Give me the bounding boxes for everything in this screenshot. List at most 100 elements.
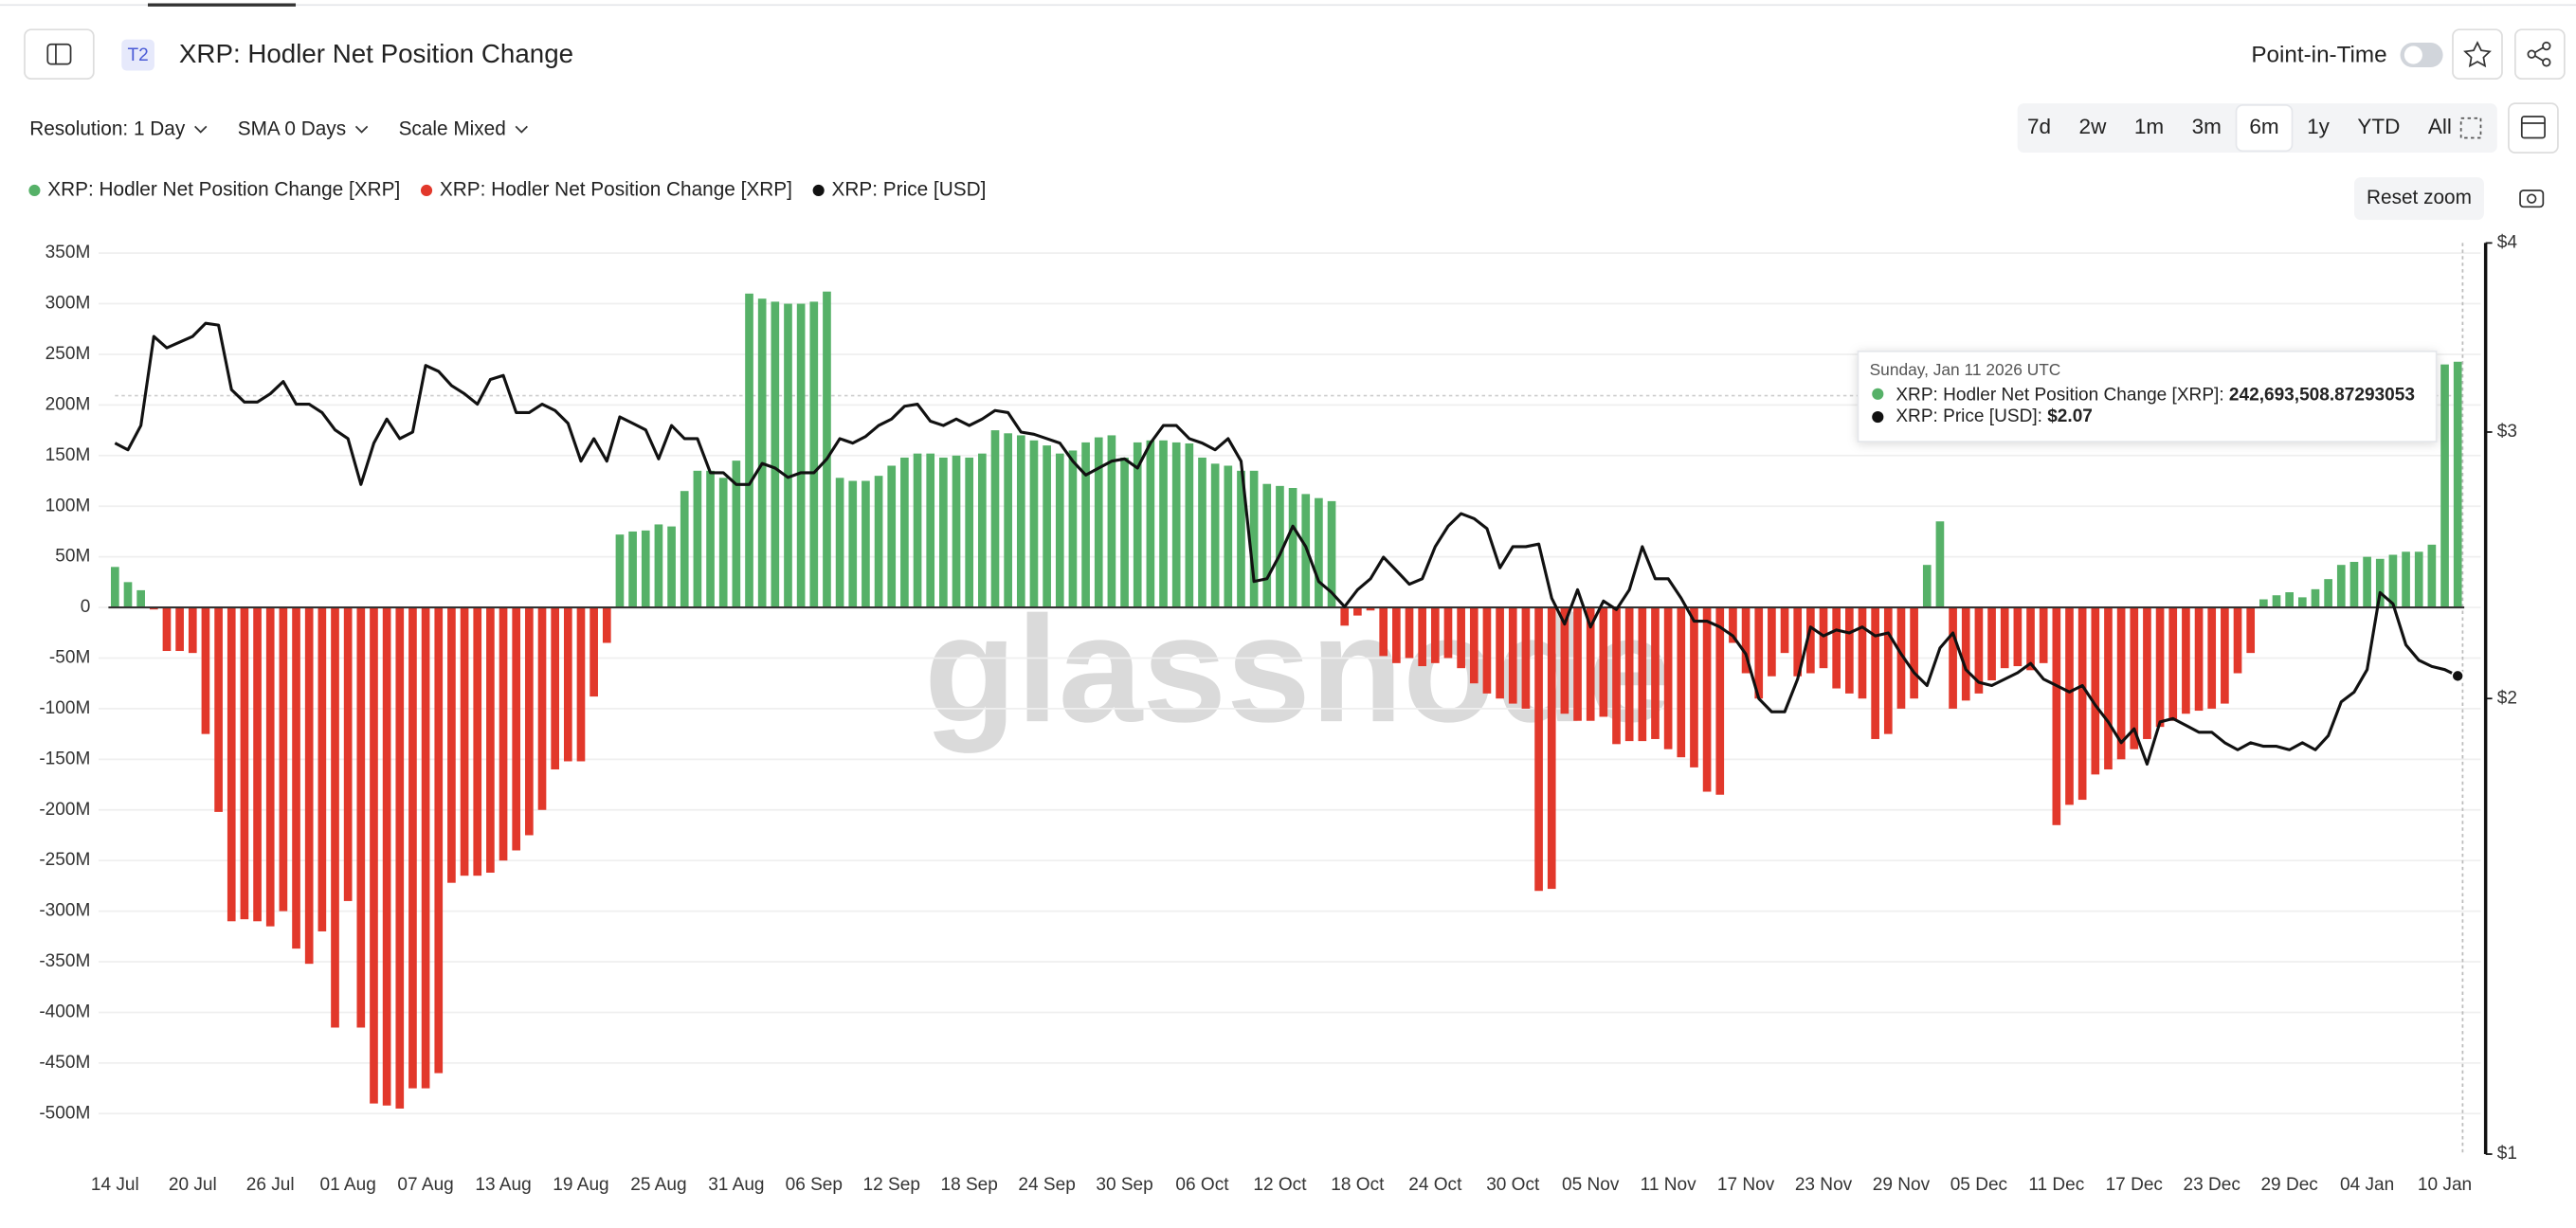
- range-button[interactable]: 1m: [2134, 115, 2164, 138]
- bar: [1858, 607, 1867, 699]
- dropdown[interactable]: SMA 0 Days: [238, 117, 369, 139]
- legend-item[interactable]: XRP: Hodler Net Position Change [XRP]: [420, 178, 792, 200]
- bar: [1949, 607, 1957, 709]
- tooltip-label: XRP: Hodler Net Position Change [XRP]:: [1896, 386, 2223, 406]
- bar: [499, 607, 508, 861]
- tooltip-row: XRP: Hodler Net Position Change [XRP]: 2…: [1896, 386, 2415, 406]
- bar: [1405, 607, 1414, 659]
- bar: [2077, 607, 2087, 801]
- bar: [1896, 607, 1906, 709]
- bar: [1754, 607, 1764, 699]
- bar: [1612, 607, 1621, 745]
- range-button[interactable]: 1y: [2307, 115, 2331, 138]
- bar: [473, 607, 482, 876]
- range-button[interactable]: 6m: [2235, 104, 2294, 153]
- bar: [1237, 470, 1245, 608]
- bar: [188, 607, 197, 654]
- bar: [1249, 470, 1259, 608]
- x-tick-label: 23 Dec: [2184, 1175, 2241, 1195]
- bar: [1094, 437, 1103, 608]
- bar: [1418, 607, 1426, 667]
- x-tick-label: 11 Nov: [1641, 1175, 1696, 1195]
- y-tick-label: 250M: [45, 344, 91, 364]
- dropdown[interactable]: Scale Mixed: [399, 117, 528, 139]
- range-button[interactable]: 3m: [2192, 115, 2222, 138]
- y-tick-label: 200M: [45, 394, 91, 414]
- bar: [1055, 453, 1064, 608]
- bar: [1482, 607, 1492, 694]
- bar: [1029, 440, 1039, 608]
- bar: [2427, 544, 2437, 608]
- bar: [253, 607, 262, 922]
- bar: [1663, 607, 1673, 749]
- bar: [343, 607, 353, 901]
- x-tick-label: 06 Oct: [1175, 1175, 1229, 1195]
- bar: [2311, 588, 2320, 608]
- tooltip-dot: [1872, 411, 1884, 424]
- bar: [2155, 607, 2165, 728]
- tooltip-date: Sunday, Jan 11 2026 UTC: [1870, 360, 2061, 379]
- range-button[interactable]: YTD: [2357, 115, 2400, 138]
- bar: [1560, 607, 1569, 714]
- bar: [2000, 607, 2009, 669]
- x-tick-label: 25 Aug: [630, 1175, 686, 1195]
- bar: [162, 607, 172, 652]
- y-tick-label: 150M: [45, 445, 91, 465]
- range-label: 1y: [2307, 115, 2331, 138]
- tooltip-dot: [1872, 388, 1884, 400]
- bar: [1521, 607, 1531, 709]
- bar: [1819, 607, 1828, 669]
- reset-zoom-button[interactable]: Reset zoom: [2353, 177, 2484, 221]
- bar: [1107, 435, 1116, 608]
- bar: [1741, 607, 1751, 674]
- bar: [2052, 607, 2061, 825]
- bar: [2440, 364, 2449, 608]
- bar: [1961, 607, 1970, 701]
- bar: [848, 480, 858, 608]
- dropdown-label: Scale Mixed: [399, 117, 506, 139]
- range-button[interactable]: 7d: [2027, 115, 2051, 138]
- sidebar-toggle[interactable]: [24, 28, 95, 81]
- star-button[interactable]: [2452, 28, 2503, 81]
- bar: [2297, 597, 2307, 608]
- bar: [978, 453, 987, 608]
- bar: [1534, 607, 1543, 892]
- bar: [421, 607, 430, 1089]
- bar: [823, 291, 831, 608]
- legend-item[interactable]: XRP: Price [USD]: [812, 178, 987, 200]
- dropdown[interactable]: Resolution: 1 Day: [29, 117, 208, 139]
- calendar-button[interactable]: [2508, 102, 2559, 154]
- x-tick-label: 12 Sep: [863, 1175, 920, 1195]
- bar: [2065, 607, 2074, 805]
- zoom-select-button[interactable]: [2453, 112, 2489, 145]
- x-tick-label: 12 Oct: [1253, 1175, 1307, 1195]
- x-tick-label: 18 Oct: [1331, 1175, 1385, 1195]
- point-in-time-toggle[interactable]: [2400, 43, 2443, 68]
- bar: [2324, 579, 2332, 608]
- bar: [641, 530, 650, 608]
- x-tick-label: 30 Oct: [1486, 1175, 1540, 1195]
- bar: [214, 607, 223, 812]
- x-tick-label: 17 Dec: [2106, 1175, 2164, 1195]
- y-tick-label: -250M: [39, 850, 90, 870]
- range-label: 1m: [2134, 115, 2164, 138]
- badge: T2: [127, 45, 148, 65]
- bar: [2414, 551, 2423, 608]
- bar: [1793, 607, 1803, 677]
- range-button[interactable]: All: [2428, 115, 2452, 138]
- bar: [1224, 465, 1233, 608]
- screenshot-button[interactable]: [2508, 177, 2555, 221]
- share-button[interactable]: [2513, 28, 2566, 81]
- bar: [2233, 607, 2242, 674]
- legend-item[interactable]: XRP: Hodler Net Position Change [XRP]: [28, 178, 400, 200]
- y-tick-label: -300M: [39, 901, 90, 921]
- y-tick-label: -450M: [39, 1053, 90, 1073]
- range-button[interactable]: 2w: [2079, 115, 2108, 138]
- bar: [331, 607, 339, 1028]
- y-tick-label: -500M: [39, 1103, 90, 1123]
- y-tick-label: 0: [81, 597, 91, 617]
- bar: [1133, 442, 1142, 608]
- bar: [862, 480, 870, 608]
- legend-label: XRP: Hodler Net Position Change [XRP]: [47, 178, 400, 200]
- bar: [2453, 361, 2462, 608]
